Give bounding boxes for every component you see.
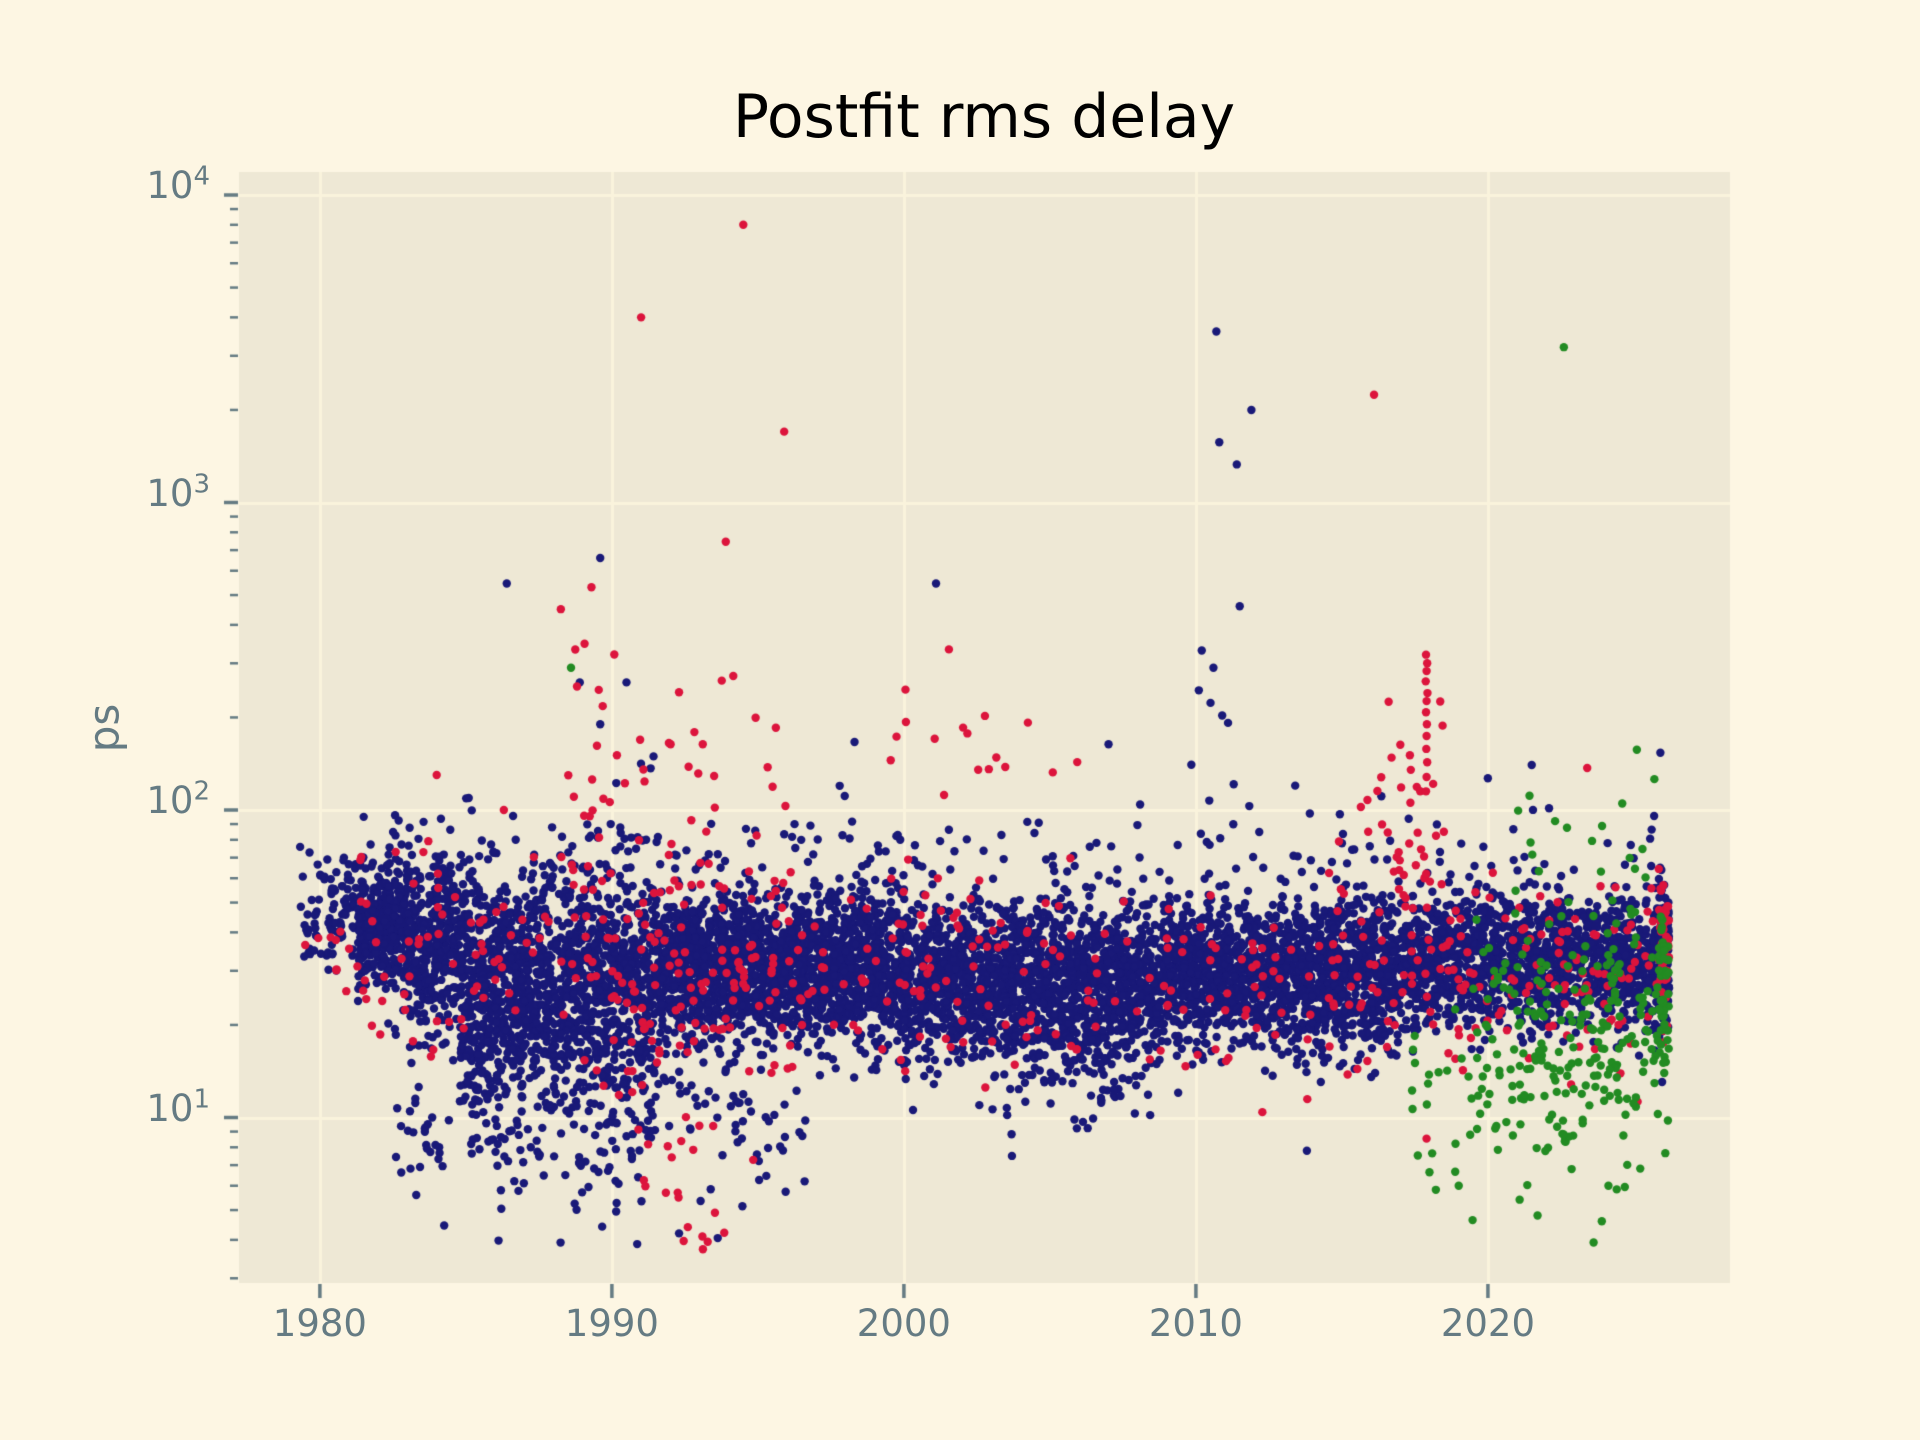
x-tick-label: 1980: [272, 1302, 367, 1345]
y-tick-label-base: 10: [146, 1086, 194, 1130]
x-tick-label: 2010: [1148, 1302, 1243, 1345]
chart-title: Postfit rms delay: [732, 82, 1236, 152]
y-tick-label-base: 10: [146, 471, 194, 515]
y-tick-label-exponent: 1: [193, 1084, 210, 1115]
y-tick-label: 103: [30, 471, 210, 516]
y-tick-label-exponent: 4: [193, 161, 210, 192]
y-tick-label-base: 10: [146, 164, 194, 207]
y-axis-label: ps: [79, 703, 129, 753]
y-tick-label-base: 10: [146, 779, 194, 822]
x-tick-label: 1990: [564, 1302, 659, 1345]
y-tick-label: 102: [30, 776, 210, 823]
x-tick-label: 2000: [856, 1302, 951, 1345]
y-tick-label: 101: [30, 1086, 210, 1131]
y-tick-label-exponent: 2: [193, 776, 210, 807]
y-tick-label: 104: [30, 161, 210, 208]
y-tick-label-exponent: 3: [193, 469, 210, 500]
x-tick-label: 2020: [1440, 1302, 1535, 1345]
